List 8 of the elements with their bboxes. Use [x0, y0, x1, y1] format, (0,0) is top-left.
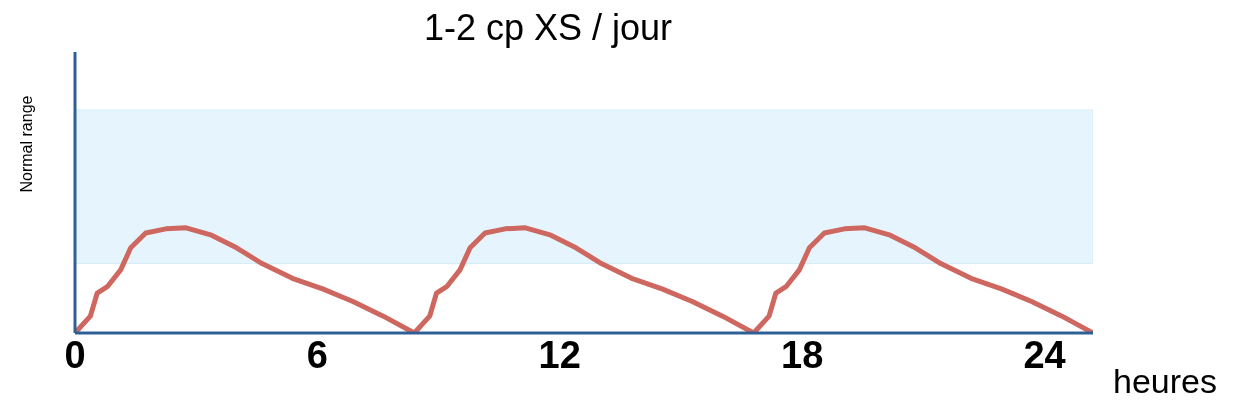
x-tick-label: 6 [306, 333, 328, 376]
x-tick-label: 18 [781, 333, 824, 376]
x-tick-label: 12 [538, 333, 581, 376]
x-tick-label: 0 [64, 333, 86, 376]
x-axis-title: heures [1113, 362, 1217, 401]
x-tick-label: 24 [1023, 333, 1066, 376]
chart-title: 1-2 cp XS / jour [422, 7, 674, 48]
y-axis-title: Normal range [17, 95, 35, 193]
